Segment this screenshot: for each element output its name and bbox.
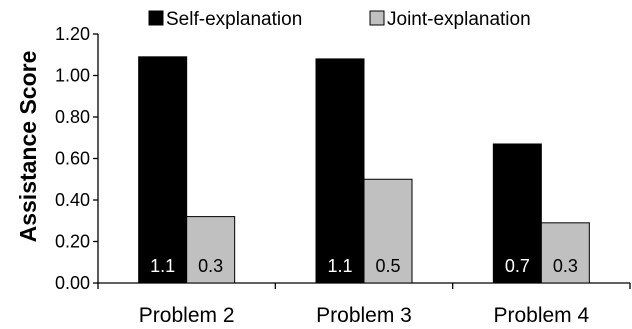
bar-data-label: 0.3 [198,256,223,276]
legend: Self-explanation Joint-explanation [148,9,531,30]
y-tick-label: 1.20 [55,24,90,44]
legend-label: Joint-explanation [387,9,531,30]
bar-data-label: 1.1 [327,256,352,276]
bar-data-label: 0.5 [375,256,400,276]
x-category-label: Problem 2 [139,304,235,327]
y-tick-label: 1.00 [55,66,90,86]
axes: 0.00 0.20 0.40 0.60 0.80 1.00 1.20 Problem 2 Pro… [55,24,631,327]
y-tick-label: 0.20 [55,232,90,252]
bar-joint-explanation [186,216,236,284]
y-tick-label: 0.40 [55,190,90,210]
y-axis-label: Assistance Score [15,51,41,243]
bar-data-label: 0.3 [553,256,578,276]
data-labels: 1.1 0.3 1.1 0.5 0.7 0.3 [150,256,578,276]
x-category-label: Problem 4 [493,304,589,327]
bar-data-label: 1.1 [150,256,175,276]
bar-self-explanation [138,56,188,284]
legend-swatch [369,10,385,26]
bar-self-explanation [315,58,365,284]
x-category-label: Problem 3 [316,304,412,327]
bar-joint-explanation [363,178,413,284]
bar-joint-explanation [540,222,590,284]
legend-swatch [148,10,164,26]
legend-label: Self-explanation [166,9,302,30]
bar-data-label: 0.7 [505,256,530,276]
bar-self-explanation [492,143,542,284]
y-tick-label: 0.60 [55,149,90,169]
y-tick-label: 0.80 [55,107,90,127]
y-tick-label: 0.00 [55,273,90,293]
bars [138,56,590,284]
